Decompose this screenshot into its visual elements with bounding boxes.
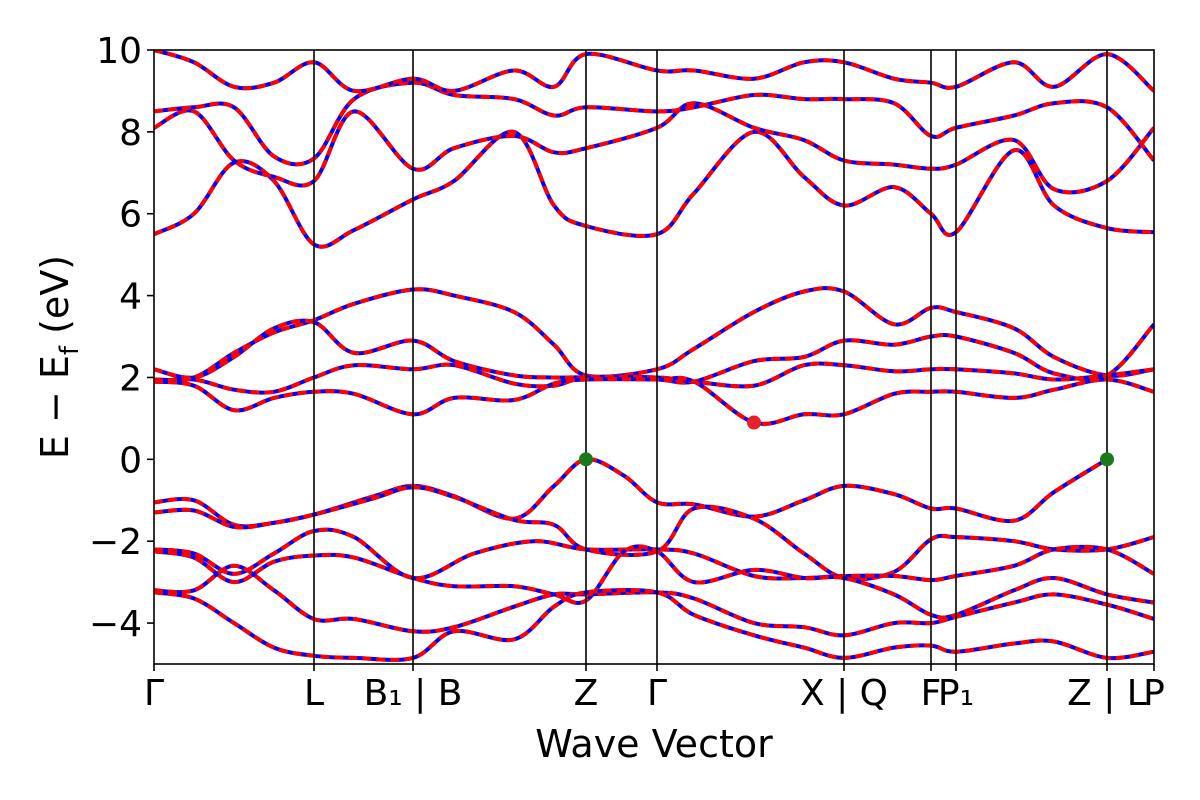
cbm-marker-2 [747, 415, 761, 430]
y-tick-label-5: 6 [119, 195, 142, 236]
x-tick-label-2: B₁ | B [364, 673, 463, 714]
band-line-red-12 [154, 80, 1154, 167]
y-tick-label-7: 10 [96, 31, 142, 72]
x-tick-label-6: F [921, 673, 942, 714]
y-tick-label-1: −2 [89, 522, 142, 563]
x-tick-label-5: X | Q [800, 673, 888, 714]
y-axis-title-main: E − E [33, 355, 77, 459]
x-tick-label-3: Z [574, 673, 599, 714]
band-line-red-13 [154, 50, 1154, 94]
band-line-blue-5 [154, 588, 1154, 662]
y-axis-title: E − Ef (eV) [33, 255, 85, 459]
y-tick-label-3: 2 [119, 358, 142, 399]
x-tick-label-0: Γ [144, 673, 164, 714]
y-tick-label-4: 4 [119, 277, 142, 318]
x-tick-label-7: P₁ [938, 673, 974, 714]
band-line-red-2 [154, 527, 1154, 583]
y-tick-label-6: 8 [119, 113, 142, 154]
band-line-red-9 [154, 375, 1154, 426]
band-line-blue-0 [154, 457, 1109, 529]
band-line-blue-12 [154, 80, 1154, 167]
band-line-red-3 [154, 544, 1154, 620]
y-tick-label-0: −4 [89, 604, 142, 645]
band-line-red-5 [154, 588, 1154, 662]
band-line-red-10 [154, 129, 1154, 249]
band-line-red-4 [154, 563, 1154, 638]
band-edge-markers [579, 415, 1114, 467]
x-tick-label-4: Γ [647, 673, 667, 714]
vbm-marker-1 [1100, 452, 1114, 467]
vbm-marker-0 [579, 452, 593, 467]
x-tick-label-9: P [1143, 673, 1165, 714]
band-line-red-1 [154, 485, 1154, 582]
kpoint-lines-layer [313, 50, 1108, 664]
band-line-red-0 [154, 457, 1109, 529]
y-axis-title-subscript: f [55, 345, 85, 355]
y-axis-ticks: −4 −2 0 2 4 6 8 10 [89, 31, 154, 645]
y-tick-label-2: 0 [119, 440, 142, 481]
band-line-red-6 [154, 286, 1154, 383]
band-line-blue-6 [154, 286, 1154, 383]
x-tick-label-1: L [304, 673, 324, 714]
band-line-blue-9 [154, 375, 1154, 426]
x-axis-ticks: Γ L B₁ | B Z Γ X | Q FP₁ Z | LP [144, 664, 1165, 714]
plot-frame [153, 49, 1155, 665]
y-axis-title-unit: (eV) [33, 255, 77, 346]
band-line-red-8 [154, 361, 1154, 395]
band-line-blue-4 [154, 563, 1154, 638]
bands-layer [154, 50, 1154, 662]
x-axis-title: Wave Vector [535, 722, 773, 766]
x-tick-label-8: Z | L [1067, 673, 1147, 714]
